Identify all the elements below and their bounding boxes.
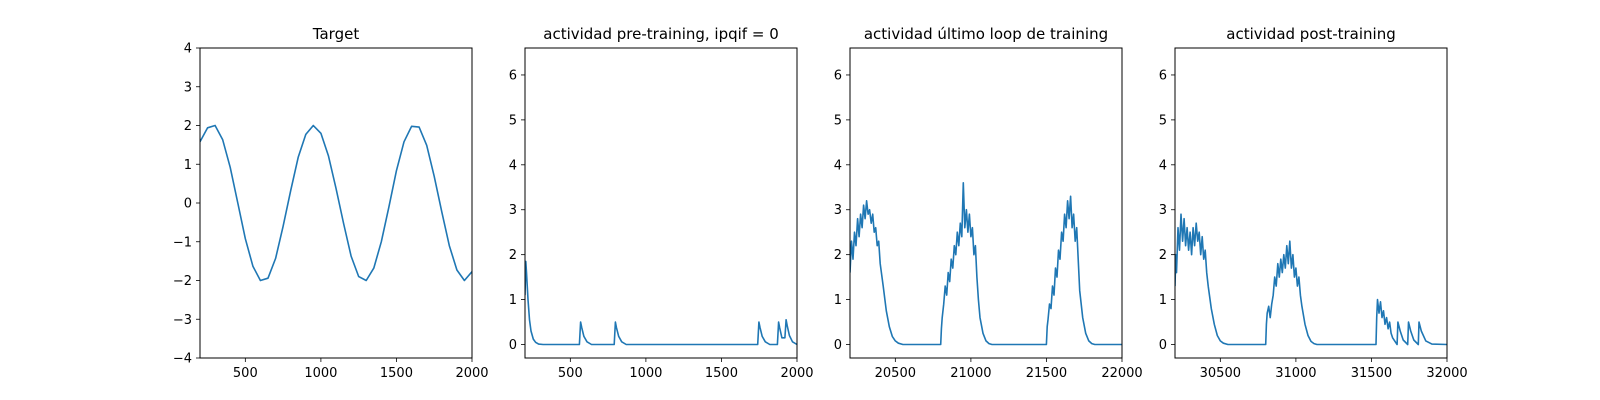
y-tick-label: 4 — [834, 158, 842, 173]
y-tick-label: 4 — [184, 42, 192, 57]
y-tick-label: 6 — [1159, 68, 1167, 83]
axes-frame — [199, 47, 473, 359]
x-tick-label: 1000 — [629, 366, 662, 381]
y-tick-label: 5 — [509, 113, 517, 128]
y-tick-label: −4 — [173, 352, 192, 367]
y-tick-label: 0 — [509, 338, 517, 353]
y-tick-label: 3 — [1159, 203, 1167, 218]
x-tick-label: 1500 — [705, 366, 738, 381]
y-tick-label: 3 — [509, 203, 517, 218]
x-tick-label: 30500 — [1200, 366, 1241, 381]
chart-panel-4: 30500 31000 31500 32000 0 1 2 3 4 5 6 actividad pos… — [1159, 25, 1468, 381]
y-tick-label: 1 — [834, 293, 842, 308]
axes-frame — [849, 47, 1123, 359]
y-tick-label: 5 — [834, 113, 842, 128]
x-tick-label: 2000 — [780, 366, 813, 381]
series-line-3-1 — [850, 182, 1122, 346]
chart-panel-2: 500 1000 1500 2000 0 1 2 3 4 5 6 actividad pre-trai… — [509, 25, 814, 381]
chart-title: actividad pre-training, ipqif = 0 — [543, 25, 779, 43]
x-tick-label: 31500 — [1351, 366, 1392, 381]
x-tick-label: 21500 — [1026, 366, 1067, 381]
y-tick-label: 6 — [509, 68, 517, 83]
y-tick-label: 2 — [834, 248, 842, 263]
series-line-4-1 — [1175, 213, 1447, 346]
y-tick-label: 4 — [509, 158, 517, 173]
axes-frame — [1174, 47, 1448, 359]
y-tick-label: −1 — [173, 235, 192, 250]
chart-title: Target — [312, 25, 360, 43]
x-tick-label: 22000 — [1101, 366, 1142, 381]
series-line-2-1 — [525, 260, 797, 346]
chart-title: actividad último loop de training — [864, 25, 1108, 43]
x-tick-label: 31000 — [1275, 366, 1316, 381]
y-tick-label: 4 — [1159, 158, 1167, 173]
y-tick-label: 2 — [509, 248, 517, 263]
y-tick-label: 0 — [834, 338, 842, 353]
y-tick-label: 0 — [1159, 338, 1167, 353]
x-tick-label: 20500 — [875, 366, 916, 381]
chart-title: actividad post-training — [1226, 25, 1395, 43]
x-tick-label: 500 — [558, 366, 583, 381]
series-line-1-1 — [200, 124, 472, 282]
chart-panel-3: 20500 21000 21500 22000 0 1 2 3 4 5 6 actividad últ… — [834, 25, 1143, 381]
y-tick-label: 2 — [184, 119, 192, 134]
chart-panel-1: 500 1000 1500 2000 −4 −3 −2 −1 0 1 2 3 4 Target — [173, 25, 489, 381]
y-tick-label: −2 — [173, 274, 192, 289]
y-tick-label: 0 — [184, 197, 192, 212]
y-tick-label: 3 — [184, 80, 192, 95]
y-tick-label: 6 — [834, 68, 842, 83]
y-tick-label: 1 — [1159, 293, 1167, 308]
y-tick-label: 2 — [1159, 248, 1167, 263]
x-tick-label: 1500 — [380, 366, 413, 381]
y-tick-label: 1 — [509, 293, 517, 308]
y-tick-label: 1 — [184, 158, 192, 173]
x-tick-label: 500 — [233, 366, 258, 381]
axes-frame — [524, 47, 798, 359]
x-tick-label: 32000 — [1426, 366, 1467, 381]
x-tick-label: 1000 — [304, 366, 337, 381]
x-tick-label: 21000 — [950, 366, 991, 381]
x-tick-label: 2000 — [455, 366, 488, 381]
y-tick-label: 3 — [834, 203, 842, 218]
y-tick-label: 5 — [1159, 113, 1167, 128]
y-tick-label: −3 — [173, 313, 192, 328]
